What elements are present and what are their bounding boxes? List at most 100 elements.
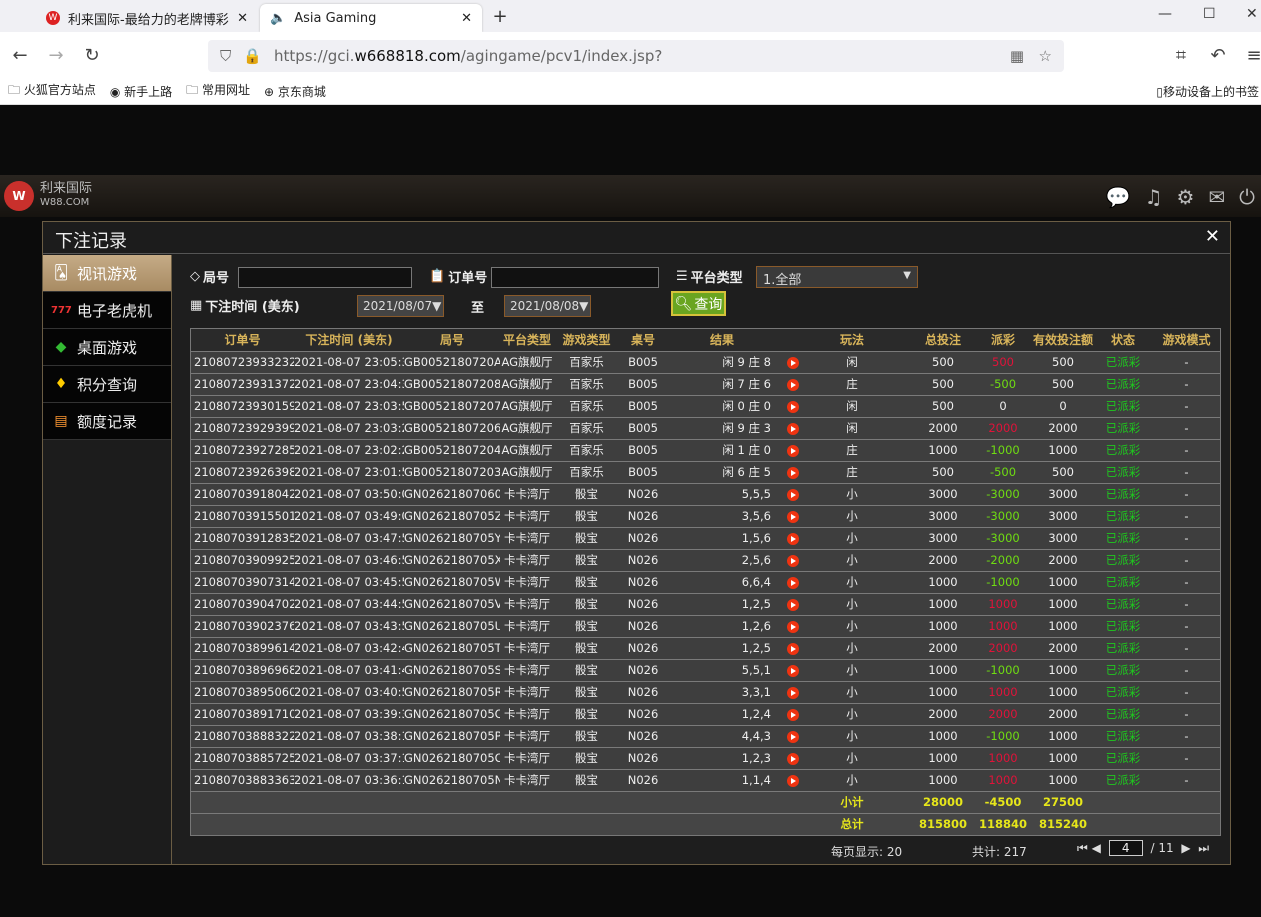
table-cell: 500	[1033, 372, 1093, 395]
last-page-button[interactable]: ⏭	[1198, 841, 1209, 855]
play-video-icon[interactable]	[787, 598, 799, 611]
menu-item-points[interactable]: ♦ 积分查询	[43, 366, 171, 403]
table-cell: 210807038996142	[191, 636, 294, 659]
maximize-button[interactable]: ☐	[1203, 6, 1216, 22]
menu-item-credit-records[interactable]: ▤ 额度记录	[43, 403, 171, 440]
forward-button[interactable]: →	[48, 44, 64, 66]
play-video-icon[interactable]	[787, 466, 799, 479]
mobile-bookmarks[interactable]: ▯移动设备上的书签	[1156, 84, 1259, 99]
order-number-input[interactable]	[491, 267, 659, 288]
browser-tab-active[interactable]: 🔈 Asia Gaming ✕	[260, 4, 482, 32]
bookmark-item[interactable]: 🗀 常用网址	[186, 82, 250, 97]
message-icon[interactable]: ✉	[1208, 185, 1226, 209]
table-cell: -	[1153, 372, 1220, 395]
table-cell: N026	[619, 724, 667, 747]
table-cell: AG旗舰厅	[500, 460, 554, 483]
table-cell: 2021-08-07 03:36:10	[294, 768, 404, 791]
play-video-icon[interactable]	[787, 378, 799, 391]
play-video-icon[interactable]	[787, 510, 799, 523]
empty-cell	[1153, 790, 1220, 813]
play-video-icon[interactable]	[787, 642, 799, 655]
table-cell: 210807038857255	[191, 746, 294, 769]
close-window-button[interactable]: ✕	[1246, 6, 1258, 22]
play-video-icon[interactable]	[787, 554, 799, 567]
play-video-icon[interactable]	[787, 444, 799, 457]
play-video-icon[interactable]	[787, 774, 799, 787]
table-cell: 3000	[1033, 482, 1093, 505]
play-video-icon[interactable]	[787, 532, 799, 545]
play-video-icon[interactable]	[787, 400, 799, 413]
address-bar[interactable]: ⛉ 🔒 https://gci.w668818.com/agingame/pcv1…	[208, 40, 1064, 72]
menu-item-table-games[interactable]: ◆ 桌面游戏	[43, 329, 171, 366]
power-icon[interactable]: ⏻	[1239, 185, 1255, 209]
bookmark-item[interactable]: ⊕ 京东商城	[264, 84, 326, 99]
minimize-button[interactable]: —	[1158, 6, 1172, 22]
table-cell: 百家乐	[554, 460, 619, 483]
table-row: 210807039180424 2021-08-07 03:50:00 GN0262…	[191, 482, 1220, 505]
table-cell: 已派彩	[1093, 394, 1153, 417]
table-cell: 2021-08-07 03:45:55	[294, 570, 404, 593]
chat-icon[interactable]: 💬	[1105, 185, 1131, 209]
bookmark-item[interactable]: ◉ 新手上路	[109, 84, 173, 99]
menu-item-slots[interactable]: 777 电子老虎机	[43, 292, 171, 329]
query-button[interactable]: 🔍︎ 查询	[671, 291, 726, 316]
menu-item-live-games[interactable]: 🂡 视讯游戏	[43, 255, 171, 292]
gear-icon[interactable]: ⚙	[1176, 185, 1195, 209]
empty-cell	[619, 790, 667, 813]
close-tab-icon[interactable]: ✕	[237, 10, 248, 26]
table-cell: 骰宝	[554, 504, 619, 527]
play-video-icon[interactable]	[787, 708, 799, 721]
play-video-icon[interactable]	[787, 686, 799, 699]
back-button[interactable]: ←	[12, 44, 28, 66]
reload-button[interactable]: ↻	[84, 44, 100, 66]
video-replay-cell	[777, 438, 809, 461]
first-page-button[interactable]: ⏮	[1077, 841, 1088, 855]
table-cell: 卡卡湾厅	[500, 482, 554, 505]
play-video-icon[interactable]	[787, 620, 799, 633]
video-replay-cell	[777, 768, 809, 791]
table-cell: 小	[809, 768, 913, 791]
play-video-icon[interactable]	[787, 488, 799, 501]
undo-icon[interactable]: ↶	[1210, 44, 1226, 66]
close-button[interactable]: ✕	[1204, 226, 1220, 247]
table-cell: 0	[1033, 394, 1093, 417]
play-video-icon[interactable]	[787, 664, 799, 677]
column-header: 下注时间 (美东)	[294, 329, 404, 351]
music-icon[interactable]: ♫	[1144, 185, 1163, 209]
table-cell: 210807039180424	[191, 482, 294, 505]
table-cell: 骰宝	[554, 592, 619, 615]
bookmark-star-icon[interactable]: ☆	[1038, 47, 1052, 65]
table-row: 210807039155013 2021-08-07 03:49:03 GN0262…	[191, 504, 1220, 527]
table-row: 210807039128350 2021-08-07 03:47:59 GN0262…	[191, 526, 1220, 549]
page-number-input[interactable]: 4	[1108, 840, 1143, 856]
table-cell: 1,2,3	[667, 746, 777, 769]
play-video-icon[interactable]	[787, 356, 799, 369]
crop-icon[interactable]: ⌗	[1175, 44, 1187, 66]
table-cell: 已派彩	[1093, 482, 1153, 505]
table-cell: 210807239332326	[191, 350, 294, 373]
next-page-button[interactable]: ▶	[1181, 841, 1191, 855]
menu-icon[interactable]: ≡	[1246, 44, 1261, 66]
empty-cell	[777, 812, 809, 835]
close-tab-icon[interactable]: ✕	[461, 10, 472, 26]
prev-page-button[interactable]: ◀	[1091, 841, 1101, 855]
play-video-icon[interactable]	[787, 752, 799, 765]
platform-type-select[interactable]: 1.全部 ▼	[756, 266, 918, 288]
table-cell: 1000	[973, 768, 1033, 791]
play-video-icon[interactable]	[787, 576, 799, 589]
play-video-icon[interactable]	[787, 422, 799, 435]
table-cell: 闲 9 庄 3	[667, 416, 777, 439]
round-number-input[interactable]	[238, 267, 412, 288]
qr-code-icon[interactable]: ▦	[1009, 47, 1024, 65]
bookmark-item[interactable]: 🗀 火狐官方站点	[8, 82, 96, 97]
date-to-picker[interactable]: 2021/08/08▼	[504, 295, 591, 317]
table-cell: -3000	[973, 504, 1033, 527]
table-row: 210807038969684 2021-08-07 03:41:41 GN0262…	[191, 658, 1220, 681]
table-cell: 1000	[913, 658, 973, 681]
new-tab-button[interactable]: +	[492, 5, 508, 27]
date-from-picker[interactable]: 2021/08/07▼	[357, 295, 444, 317]
play-video-icon[interactable]	[787, 730, 799, 743]
table-cell: -500	[973, 460, 1033, 483]
table-cell: 1,2,6	[667, 614, 777, 637]
